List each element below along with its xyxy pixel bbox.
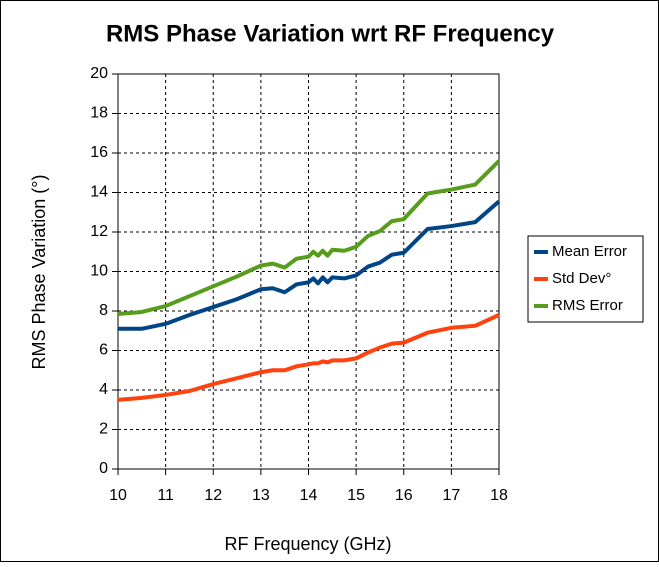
legend-label: RMS Error bbox=[552, 297, 623, 314]
plot-border bbox=[117, 73, 500, 470]
y-tick-label: 16 bbox=[90, 144, 108, 161]
line-series bbox=[118, 199, 501, 331]
line-series bbox=[117, 313, 500, 402]
y-tick-label: 2 bbox=[99, 421, 108, 438]
plot-area bbox=[117, 73, 500, 470]
y-tick-label: 8 bbox=[99, 302, 108, 319]
x-axis-label: RF Frequency (GHz) bbox=[224, 534, 391, 554]
x-tick-label: 14 bbox=[300, 487, 318, 504]
y-tick-label: 0 bbox=[99, 460, 108, 477]
x-tick-label: 17 bbox=[442, 487, 460, 504]
y-tick-label: 4 bbox=[99, 381, 108, 398]
y-tick-label: 20 bbox=[90, 65, 108, 82]
x-tick-label: 15 bbox=[347, 487, 365, 504]
legend-label: Mean Error bbox=[552, 243, 627, 260]
y-axis-label: RMS Phase Variation (°) bbox=[29, 175, 49, 370]
x-tick-label: 16 bbox=[395, 487, 413, 504]
y-tick-label: 6 bbox=[99, 342, 108, 359]
y-tick-label: 14 bbox=[90, 184, 108, 201]
x-tick-label: 18 bbox=[490, 487, 508, 504]
x-tick-label: 10 bbox=[109, 487, 127, 504]
x-tick-label: 11 bbox=[157, 487, 174, 504]
x-tick-label: 12 bbox=[204, 487, 222, 504]
y-tick-label: 18 bbox=[90, 105, 108, 122]
y-tick-label: 10 bbox=[90, 263, 108, 280]
y-tick-label: 12 bbox=[90, 223, 108, 240]
legend-label: Std Dev° bbox=[552, 270, 611, 287]
line-series bbox=[117, 159, 501, 316]
x-tick-label: 13 bbox=[252, 487, 270, 504]
chart-title: RMS Phase Variation wrt RF Frequency bbox=[106, 20, 555, 47]
